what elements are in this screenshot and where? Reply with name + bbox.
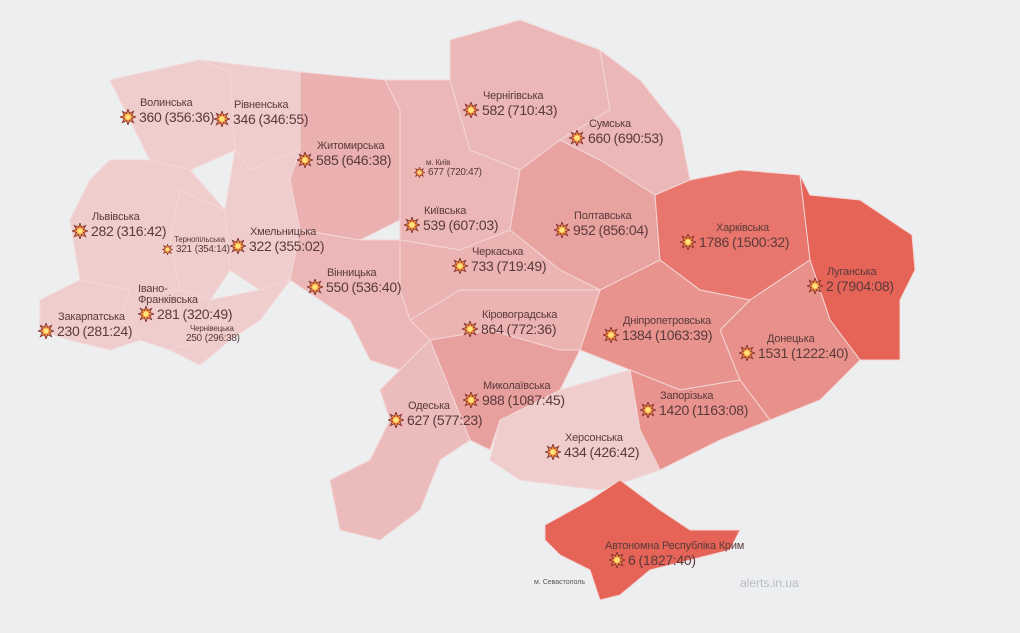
explosion-icon — [404, 217, 420, 233]
region-label-kharkiv: Харківська 1786 (1500:32) — [680, 222, 789, 250]
region-label-chernivtsi: Чернівецька 250 (296:38) — [186, 324, 240, 344]
region-label-poltava: Полтавська 952 (856:04) — [554, 210, 649, 238]
region-label-sumy: Сумська 660 (690:53) — [569, 118, 664, 146]
region-crimea[interactable] — [544, 479, 741, 601]
explosion-icon — [388, 412, 404, 428]
region-label-zakarpattia: Закарпатська 230 (281:24) — [38, 311, 133, 339]
region-label-dnipro: Дніпропетровська 1384 (1063:39) — [603, 315, 712, 343]
explosion-icon — [230, 238, 246, 254]
region-label-vinnytsia: Вінницька 550 (536:40) — [307, 267, 402, 295]
explosion-icon — [603, 327, 619, 343]
region-label-ternopil: Тернопільська 321 (354:14) — [162, 235, 230, 255]
region-kherson[interactable] — [489, 369, 661, 491]
region-khmelnytskyi[interactable] — [224, 148, 301, 291]
explosion-icon — [680, 234, 696, 250]
region-label-luhansk: Луганська 2 (7904:08) — [807, 266, 894, 294]
explosion-icon — [72, 223, 88, 239]
explosion-icon — [463, 392, 479, 408]
sevastopol-label: м. Севастополь — [534, 579, 585, 586]
region-label-kyiv: Київська 539 (607:03) — [404, 205, 499, 233]
explosion-icon — [554, 222, 570, 238]
region-lviv[interactable] — [69, 159, 226, 291]
watermark: alerts.in.ua — [740, 576, 799, 590]
region-label-ivano-frankivsk: Івано-Франківська 281 (320:49) — [138, 283, 233, 322]
explosion-icon — [414, 167, 425, 178]
region-chernivtsi[interactable] — [168, 279, 292, 366]
region-label-volyn: Волинська 360 (356:36) — [120, 97, 215, 125]
region-dnipro[interactable] — [579, 259, 752, 391]
region-label-kyiv-city: м. Київ 677 (720:47) — [414, 158, 482, 178]
region-label-mykolaiv: Миколаївська 988 (1087:45) — [463, 380, 565, 408]
explosion-icon — [452, 258, 468, 274]
region-label-lviv: Львівська 282 (316:42) — [72, 211, 167, 239]
explosion-icon — [609, 552, 625, 568]
region-label-rivne: Рівненська 346 (346:55) — [214, 99, 309, 127]
region-label-zhytomyr: Житомирська 585 (646:38) — [297, 140, 392, 168]
explosion-icon — [38, 323, 54, 339]
region-label-crimea: Автономна Республіка Крим 6 (1827:40) — [605, 540, 745, 568]
explosion-icon — [807, 278, 823, 294]
explosion-icon — [307, 279, 323, 295]
region-label-chernihiv: Чернігівська 582 (710:43) — [463, 90, 558, 118]
explosion-icon — [162, 244, 173, 255]
explosion-icon — [739, 345, 755, 361]
explosion-icon — [640, 402, 656, 418]
region-label-kirovohrad: Кіровоградська 864 (772:36) — [462, 309, 557, 337]
region-label-khmelnytskyi: Хмельницька 322 (355:02) — [230, 226, 325, 254]
explosion-icon — [138, 306, 154, 322]
explosion-icon — [297, 152, 313, 168]
explosion-icon — [463, 102, 479, 118]
explosion-icon — [545, 444, 561, 460]
region-label-zaporizhzhia: Запорізька 1420 (1163:08) — [640, 390, 748, 418]
region-label-cherkasy: Черкаська 733 (719:49) — [452, 246, 547, 274]
region-label-donetsk: Донецька 1531 (1222:40) — [739, 333, 848, 361]
explosion-icon — [569, 130, 585, 146]
explosion-icon — [120, 109, 136, 125]
explosion-icon — [462, 321, 478, 337]
explosion-icon — [214, 111, 230, 127]
region-label-kherson: Херсонська 434 (426:42) — [545, 432, 640, 460]
region-label-odesa: Одеська 627 (577:23) — [388, 400, 483, 428]
